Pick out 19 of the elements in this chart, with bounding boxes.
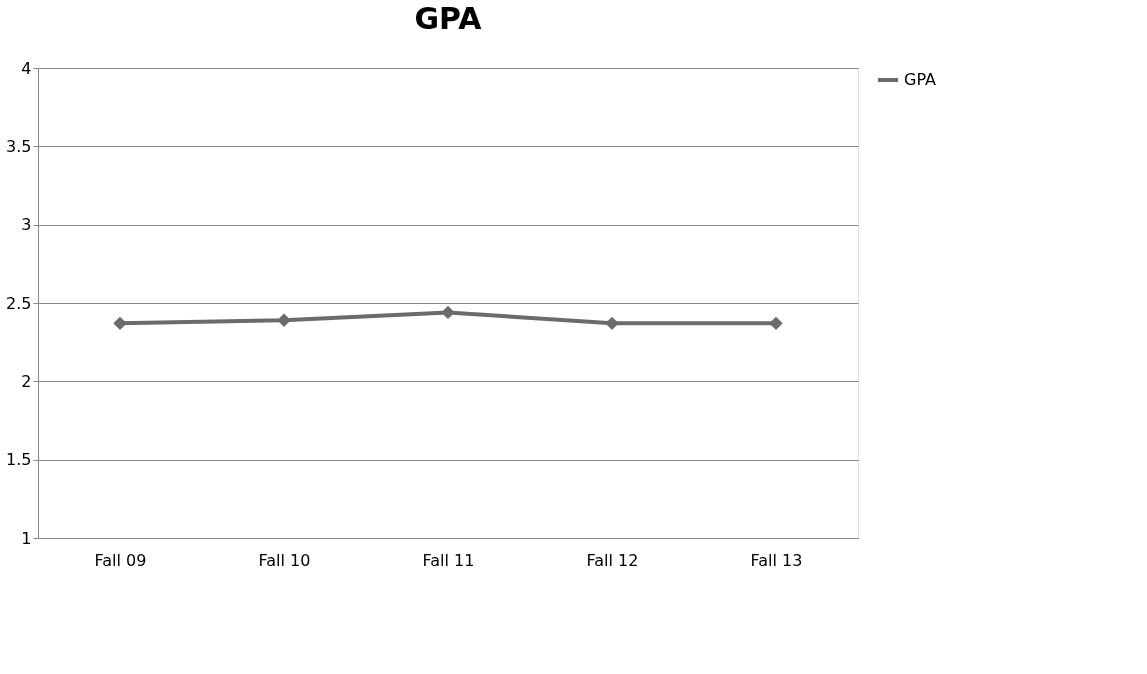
point	[441, 305, 455, 320]
y-tick-label: 2.5	[6, 293, 32, 313]
x-tick-label: Fall 09	[94, 550, 147, 570]
y-tick-label: 4	[21, 58, 32, 78]
y-tick-label: 1	[21, 528, 32, 548]
chart-title: GPA	[414, 1, 483, 36]
y-tick-label: 1.5	[6, 450, 32, 470]
y-tick-label: 3.5	[6, 136, 32, 156]
x-tick-label: Fall 11	[422, 550, 475, 570]
point	[113, 316, 127, 331]
legend-label: GPA	[904, 70, 937, 89]
point	[605, 316, 619, 331]
point	[277, 313, 291, 327]
point	[769, 316, 783, 331]
y-tick-label: 3	[21, 215, 32, 235]
y-tick-label: 2	[21, 371, 32, 391]
x-tick-label: Fall 10	[258, 550, 311, 570]
x-tick-label: Fall 13	[750, 550, 803, 570]
x-tick-label: Fall 12	[586, 550, 639, 570]
